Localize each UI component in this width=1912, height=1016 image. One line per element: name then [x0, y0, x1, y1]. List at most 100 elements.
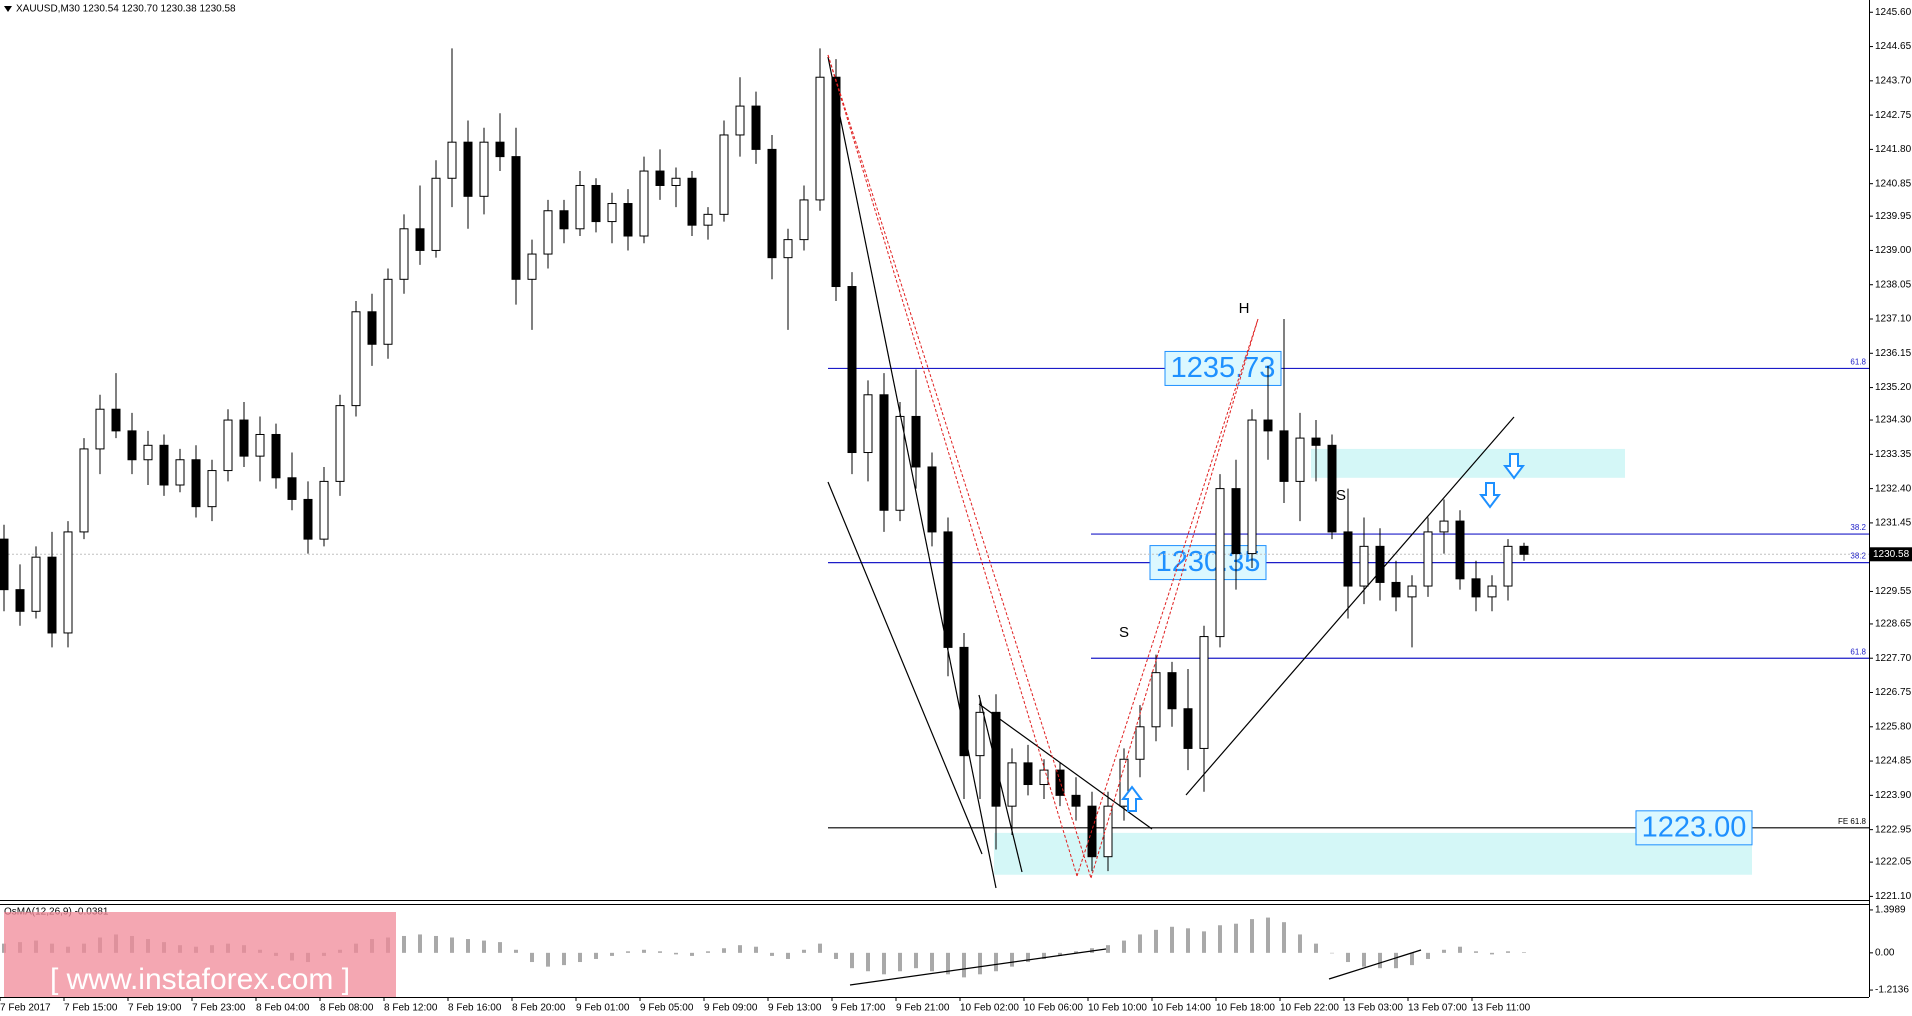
- candle-body: [1151, 672, 1161, 728]
- osma-bar: [818, 943, 822, 953]
- x-tick-label: 9 Feb 21:00: [896, 1003, 950, 1014]
- candle-body: [15, 589, 25, 612]
- osma-bar: [1298, 934, 1302, 953]
- candle-body: [703, 213, 713, 226]
- candle-body: [943, 531, 953, 648]
- osma-bar: [674, 952, 678, 955]
- candle-body: [1247, 419, 1257, 555]
- candle-body: [399, 228, 409, 280]
- y-tick-label: 1221.10: [1875, 891, 1912, 902]
- candle-body: [479, 141, 489, 197]
- candle-body: [1375, 545, 1385, 583]
- candle-body: [191, 459, 201, 508]
- osma-bar: [850, 952, 854, 969]
- osma-bar: [1458, 946, 1462, 953]
- osma-bar: [450, 937, 454, 953]
- level-tag: 61.8: [1850, 358, 1866, 367]
- candle-body: [335, 405, 345, 482]
- osma-bar: [914, 952, 918, 969]
- osma-bar: [1106, 945, 1110, 953]
- candle-body: [783, 239, 793, 259]
- candle-body: [639, 170, 649, 237]
- level-tag: 38.2: [1850, 552, 1866, 561]
- osma-bar: [1506, 951, 1510, 953]
- osma-bar: [498, 942, 502, 953]
- y-tick-label: 1233.35: [1875, 449, 1912, 460]
- candle-body: [527, 253, 537, 280]
- x-tick-label: 10 Feb 06:00: [1024, 1003, 1083, 1014]
- candle-body: [959, 646, 969, 757]
- zones: [994, 448, 1752, 875]
- candle-body: [1455, 520, 1465, 580]
- osma-bar: [994, 952, 998, 972]
- arrows: [1121, 453, 1525, 812]
- level-tag: 38.2: [1850, 523, 1866, 532]
- osma-bar: [1474, 951, 1478, 953]
- candle-body: [351, 311, 361, 407]
- candle-body: [239, 419, 249, 457]
- osma-bar: [1522, 952, 1526, 953]
- candle-body: [687, 177, 697, 226]
- candle-body: [991, 711, 1001, 807]
- candle-body: [31, 556, 41, 612]
- osma-bar: [690, 952, 694, 956]
- candle-body: [591, 184, 601, 223]
- osma-bar: [418, 934, 422, 953]
- y-tick-label: 1222.05: [1875, 857, 1912, 868]
- candle-body: [367, 311, 377, 345]
- y-tick-label: 1241.80: [1875, 144, 1912, 155]
- candle-body: [1263, 419, 1273, 432]
- zigzag-line: [1090, 318, 1259, 879]
- osma-bar: [1234, 923, 1238, 953]
- frame: [0, 0, 1870, 998]
- osma-bar: [722, 948, 726, 953]
- candle-body: [287, 477, 297, 500]
- osma-bar: [1218, 925, 1222, 953]
- osma-bar: [1074, 951, 1078, 953]
- candle-body: [1135, 726, 1145, 760]
- osma-bar: [1266, 917, 1270, 953]
- osma-bar: [562, 952, 566, 966]
- candle-body: [735, 105, 745, 136]
- watermark-box: [4, 912, 396, 997]
- candle-body: [863, 394, 873, 454]
- candle-body: [1343, 531, 1353, 587]
- osma-bar: [434, 935, 438, 953]
- candle-body: [447, 141, 457, 179]
- candle-body: [623, 203, 633, 237]
- x-tick-label: 10 Feb 02:00: [960, 1003, 1019, 1014]
- candle-body: [607, 203, 617, 223]
- candle-body: [303, 498, 313, 540]
- x-tick-label: 9 Feb 01:00: [576, 1003, 630, 1014]
- candle-body: [1231, 488, 1241, 555]
- candle-body: [255, 433, 265, 457]
- level-tag: FE 61.8: [1838, 817, 1867, 826]
- candle-body: [1215, 488, 1225, 638]
- osma-bar: [882, 952, 886, 975]
- osma-bar: [1362, 952, 1366, 967]
- y-tick-label: 1222.95: [1875, 824, 1912, 835]
- y-tick-label: 1245.60: [1875, 7, 1912, 18]
- candle-body: [47, 556, 57, 634]
- x-tick-label: 13 Feb 03:00: [1344, 1003, 1403, 1014]
- callout-box: [1164, 350, 1282, 386]
- x-tick-label: 9 Feb 17:00: [832, 1003, 886, 1014]
- y-tick-label: 1236.15: [1875, 348, 1912, 359]
- y-tick-label: 1244.65: [1875, 41, 1912, 52]
- candle-body: [1279, 430, 1289, 482]
- callout: 1235.73: [1171, 352, 1276, 384]
- down-arrow: [1503, 453, 1525, 480]
- candle-body: [1519, 545, 1529, 555]
- x-tick-label: 7 Feb 19:00: [128, 1003, 182, 1014]
- candle-body: [1471, 578, 1481, 598]
- levels: 61.8 1235.73 38.2 38.2 1230.35 61.8 FE 61.8 122…: [0, 350, 1869, 846]
- candle-body: [831, 76, 841, 288]
- candle-body: [207, 470, 217, 508]
- candle-body: [1183, 708, 1193, 749]
- candle-body: [1407, 585, 1417, 598]
- candle-body: [1327, 444, 1337, 533]
- x-tick-label: 7 Feb 2017: [0, 1003, 51, 1014]
- y-tick-label: 1240.85: [1875, 178, 1912, 189]
- osma-bar: [610, 952, 614, 956]
- candle-body: [319, 480, 329, 540]
